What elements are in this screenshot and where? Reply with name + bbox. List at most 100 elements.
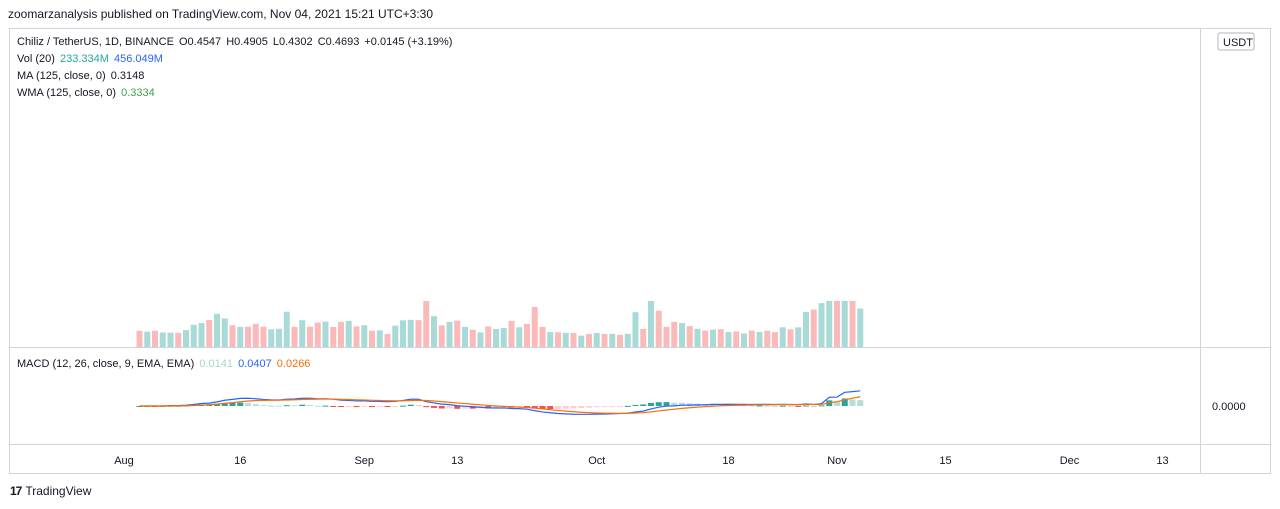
macd-histogram-bar	[252, 404, 259, 406]
macd-histogram-bar	[307, 404, 313, 406]
volume-bar	[810, 309, 817, 347]
macd-histogram-bar	[291, 405, 298, 407]
volume-bar	[252, 323, 259, 347]
macd-histogram-bar	[322, 405, 329, 407]
macd-line-value: 0.0407	[238, 358, 272, 370]
macd-histogram-bar	[787, 405, 794, 407]
volume-bar	[136, 330, 143, 347]
macd-histogram-bar	[524, 406, 530, 408]
macd-histogram-bar	[555, 406, 561, 410]
chart-frame	[9, 28, 1271, 474]
vol-value: 233.334M	[59, 53, 109, 65]
time-tick-label: 16	[234, 455, 246, 467]
volume-bar	[578, 335, 585, 347]
macd-histogram-bar	[446, 406, 453, 409]
legend-ma-row[interactable]: MA (125, close, 0) 0.3148	[17, 70, 146, 83]
volume-bar	[617, 334, 623, 347]
volume-bar	[423, 301, 430, 347]
macd-histogram-bar	[756, 405, 763, 407]
volume-bar	[229, 325, 236, 347]
volume-bar	[454, 320, 461, 347]
volume-bar	[663, 326, 670, 347]
volume-bar	[640, 328, 647, 347]
volume-bar	[648, 301, 654, 347]
volume-bar	[733, 331, 740, 347]
volume-bar	[307, 326, 313, 347]
volume-bar	[221, 318, 228, 347]
macd-histogram-bar	[834, 401, 840, 406]
tradingview-brand: TradingView	[25, 484, 92, 498]
macd-histogram-bar	[338, 406, 344, 407]
macd-histogram-bar	[810, 405, 817, 407]
volume-bar	[493, 329, 499, 347]
macd-histogram-bar	[214, 403, 220, 406]
vol-ma-value: 456.049M	[113, 53, 163, 65]
macd-histogram-bar	[462, 406, 468, 409]
volume-bar	[167, 332, 174, 347]
macd-histogram-bar	[849, 399, 856, 406]
macd-histogram-bar	[314, 405, 321, 407]
macd-histogram-bar	[330, 406, 337, 407]
macd-signal-value: 0.0266	[276, 358, 311, 370]
volume-bar	[159, 332, 166, 347]
volume-bar	[849, 301, 856, 347]
macd-histogram-bar	[438, 406, 445, 409]
legend-low: L0.4302	[272, 36, 313, 48]
macd-histogram-bar	[221, 402, 228, 406]
volume-bar	[624, 333, 631, 347]
macd-histogram-bar	[361, 406, 368, 407]
price-pane	[136, 301, 864, 347]
macd-histogram-bar	[237, 402, 244, 406]
volume-bar	[345, 320, 352, 347]
volume-bar	[547, 332, 554, 347]
legend-wma-row[interactable]: WMA (125, close, 0) 0.3334	[17, 87, 157, 100]
macd-histogram-bar	[485, 406, 492, 409]
macd-histogram-bar	[547, 406, 554, 410]
macd-histogram-bar	[857, 400, 864, 406]
volume-bar	[834, 301, 840, 347]
macd-histogram-bar	[617, 406, 623, 407]
volume-bar	[593, 332, 600, 347]
legend-macd-row[interactable]: MACD (12, 26, close, 9, EMA, EMA) 0.0141…	[17, 358, 312, 371]
macd-histogram-bar	[803, 405, 809, 407]
volume-bar	[260, 326, 267, 347]
volume-bar	[392, 325, 399, 347]
macd-histogram-bar	[260, 405, 267, 407]
legend-volume-row[interactable]: Vol (20) 233.334M 456.049M	[17, 53, 165, 66]
tradingview-logo[interactable]: 17 TradingView	[10, 484, 91, 498]
volume-bar	[462, 326, 468, 347]
volume-bar	[268, 329, 275, 347]
volume-bar	[469, 329, 476, 347]
volume-bar	[694, 328, 701, 347]
time-tick-label: 13	[451, 455, 463, 467]
volume-bar	[601, 334, 608, 347]
volume-bar	[276, 328, 282, 347]
ma-label: MA (125, close, 0)	[17, 70, 106, 82]
macd-histogram-bar	[392, 406, 399, 407]
volume-bar	[376, 330, 383, 347]
volume-bar	[710, 329, 716, 347]
currency-badge-bg[interactable]	[1217, 32, 1255, 51]
macd-histogram-bar	[679, 402, 685, 406]
volume-bar	[353, 326, 360, 347]
currency-badge[interactable]: USDT	[1223, 37, 1253, 49]
macd-signal-line[interactable]	[139, 396, 861, 414]
macd-histogram-bar	[384, 406, 391, 407]
macd-histogram-bar	[431, 406, 437, 408]
volume-bar	[431, 316, 437, 347]
macd-histogram-bar	[818, 405, 825, 407]
macd-histogram-bar	[245, 403, 251, 406]
macd-histogram-bar	[632, 404, 639, 406]
macd-histogram-bar	[671, 402, 678, 406]
macd-histogram-bar	[283, 405, 290, 407]
volume-bar	[237, 326, 244, 347]
volume-bar	[632, 312, 639, 347]
macd-line[interactable]	[139, 390, 861, 415]
volume-bar	[245, 326, 251, 347]
macd-histogram-bar	[586, 406, 592, 408]
volume-bar	[795, 327, 802, 347]
legend-change: +0.0145 (+3.19%)	[364, 36, 453, 48]
volume-bar	[477, 332, 484, 347]
macd-histogram-bar	[229, 402, 236, 406]
